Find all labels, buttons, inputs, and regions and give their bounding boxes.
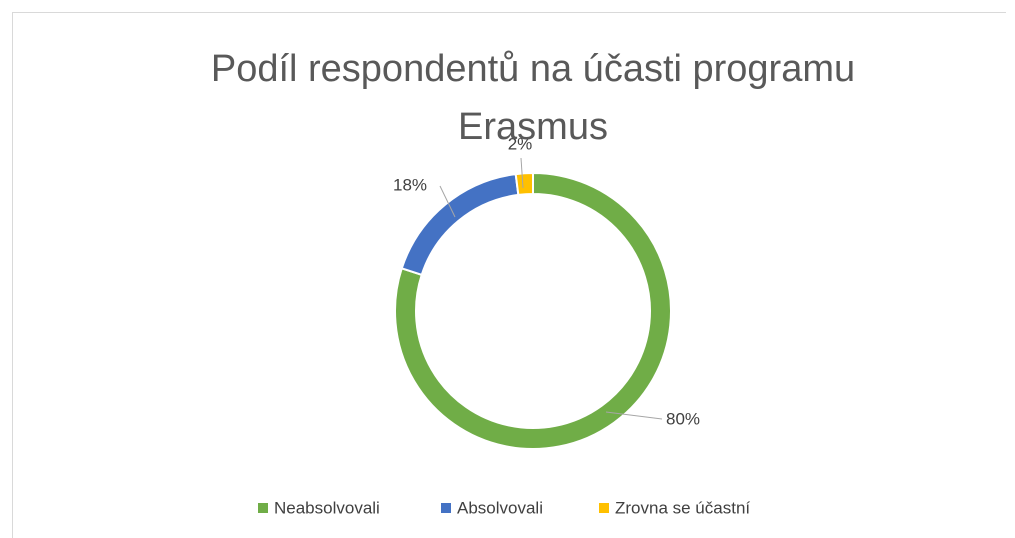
leader-line [520,157,524,189]
legend-swatch [599,503,609,513]
legend-label: Absolvovali [457,498,543,517]
legend-label: Zrovna se účastní [615,498,750,517]
data-label: 80% [666,409,700,428]
chart-title: Podíl respondentů na účasti programu Era… [210,48,856,148]
legend-swatch [258,503,268,513]
legend-label: Neabsolvovali [274,498,380,517]
leader-line [605,411,663,420]
donut-slice [394,171,672,450]
data-label: 2% [508,134,533,153]
chart-frame [12,12,1006,538]
leader-line [439,185,456,218]
data-label: 18% [393,175,427,194]
donut-slice [514,171,534,197]
legend-swatch [441,503,451,513]
